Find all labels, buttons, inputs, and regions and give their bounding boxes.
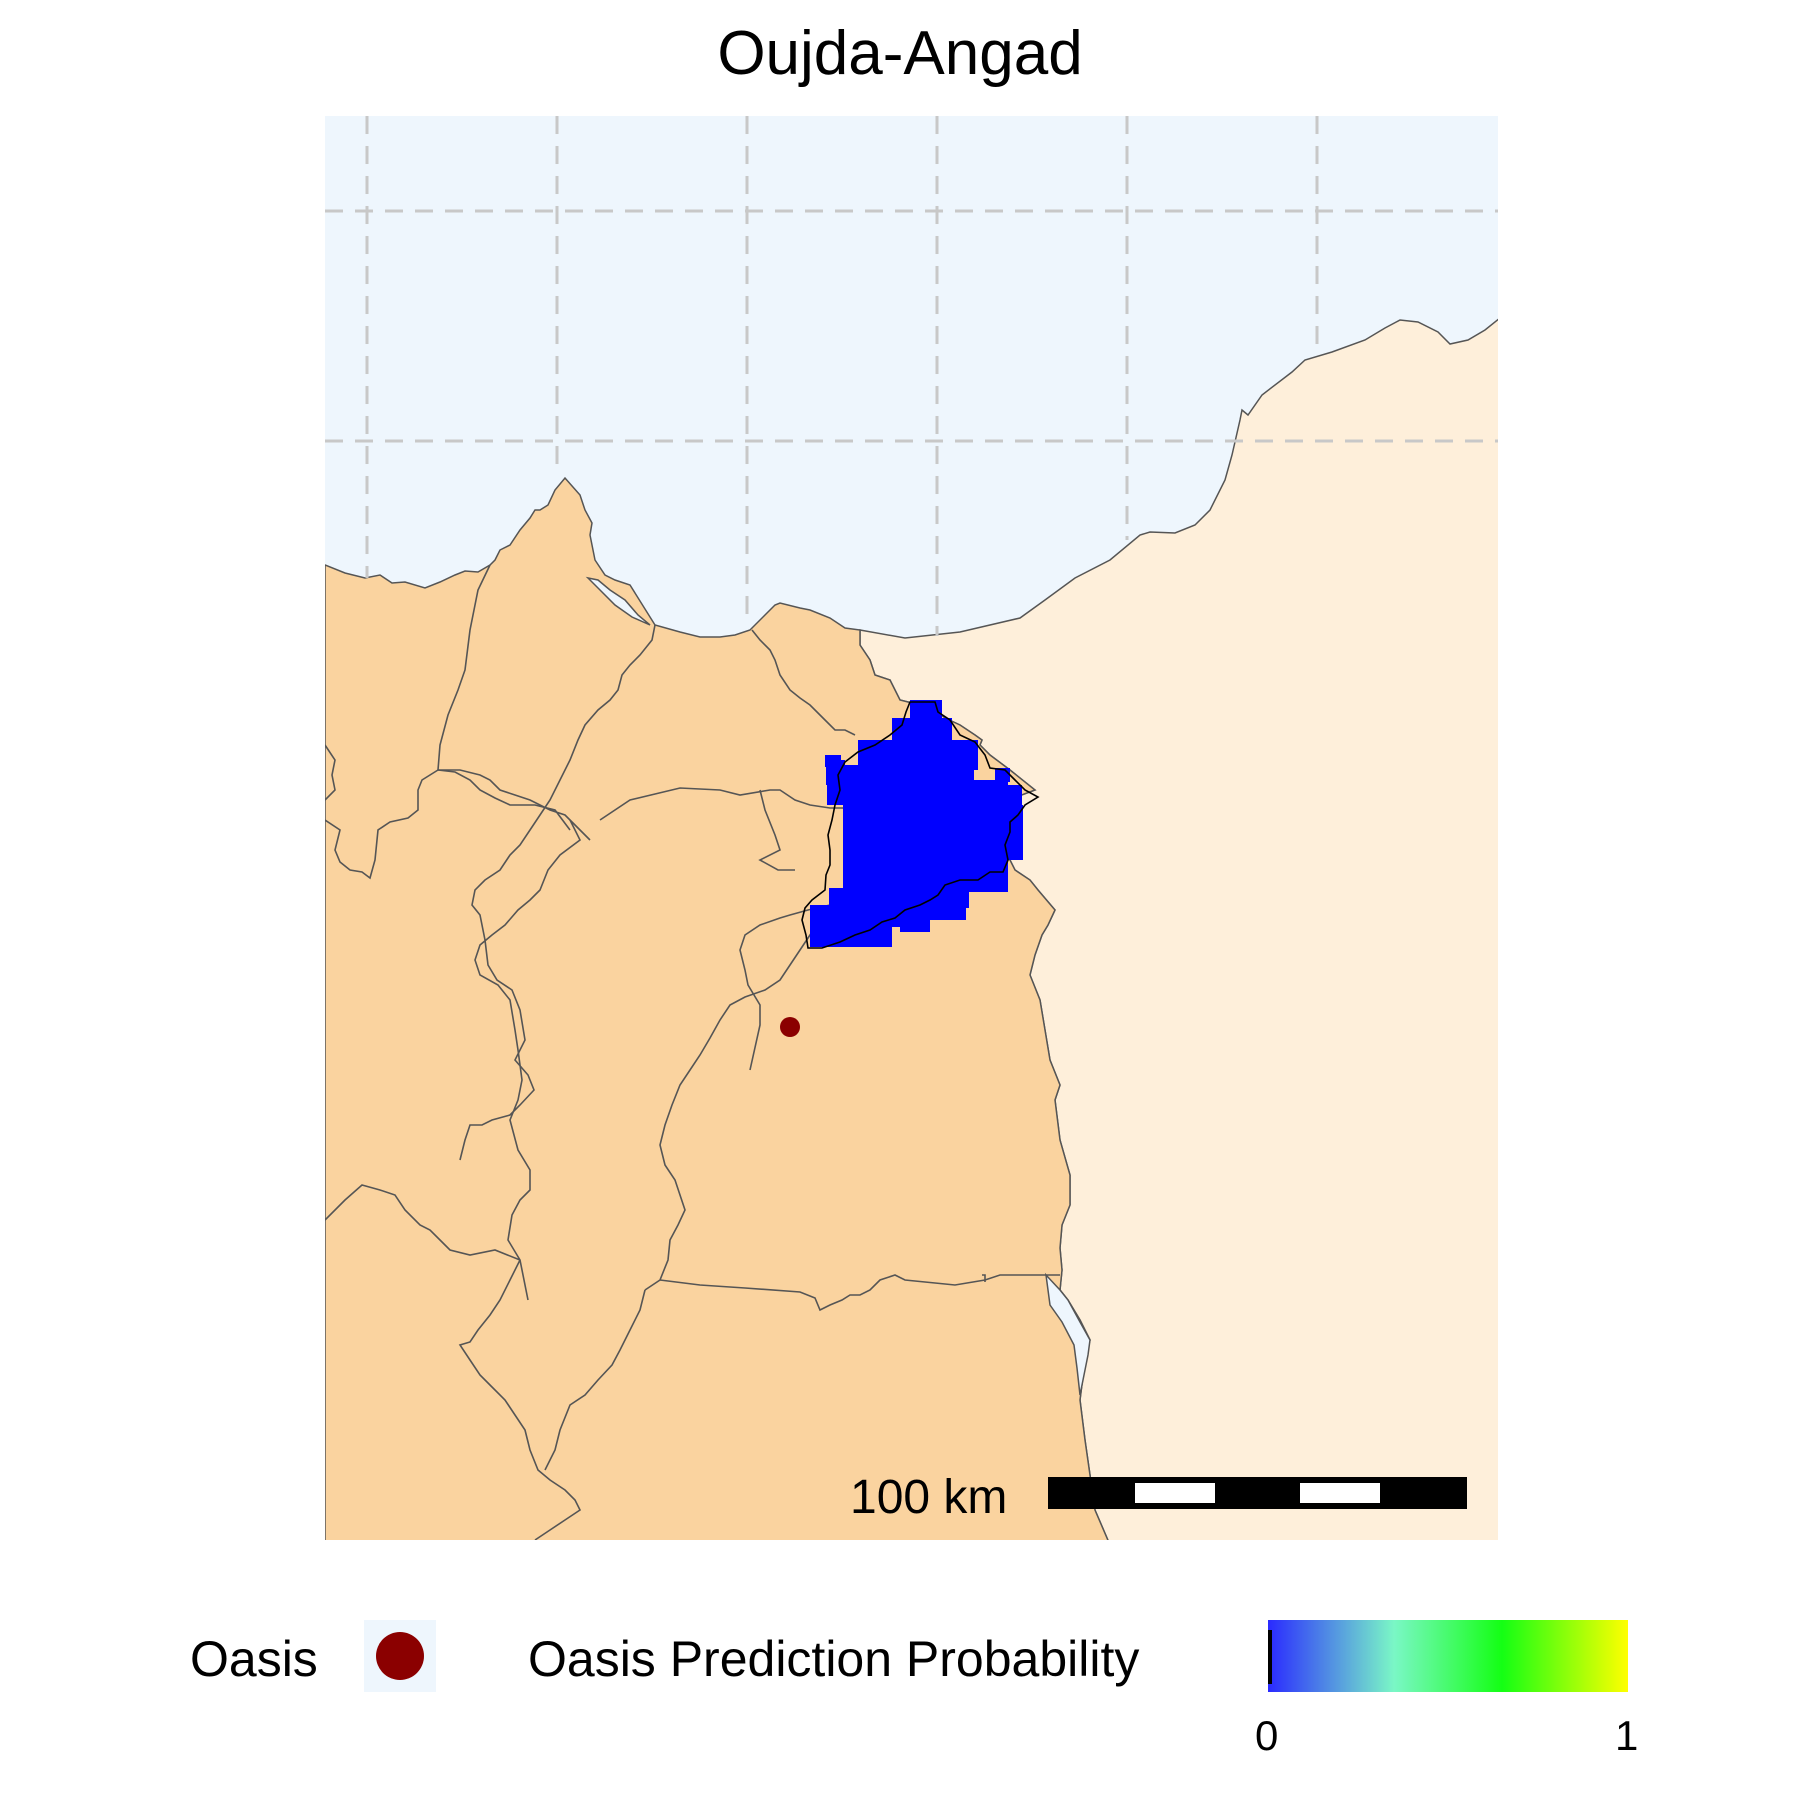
- river-inlet: [1044, 1272, 1091, 1396]
- oasis-point: [780, 1017, 800, 1037]
- probability-min-label: 0: [1255, 1712, 1279, 1759]
- oasis-legend-label: Oasis: [190, 1631, 318, 1687]
- scale-bar-label: 100 km: [850, 1471, 1008, 1524]
- scale-bar: [1048, 1477, 1467, 1509]
- legend: [364, 1620, 1628, 1692]
- prediction-raster: [810, 700, 1023, 947]
- map-title: Oujda-Angad: [717, 19, 1083, 88]
- map-panel: [325, 116, 1498, 1540]
- oujda-angad-boundary: [801, 701, 1040, 949]
- probability-max-label: 1: [1615, 1712, 1639, 1759]
- probability-legend-label: Oasis Prediction Probability: [528, 1631, 1140, 1687]
- province-borders: [325, 564, 1060, 1540]
- graticule: [325, 116, 1498, 636]
- probability-colorbar: [1268, 1620, 1628, 1692]
- oasis-legend-icon: [376, 1632, 424, 1680]
- lagoon: [585, 576, 651, 626]
